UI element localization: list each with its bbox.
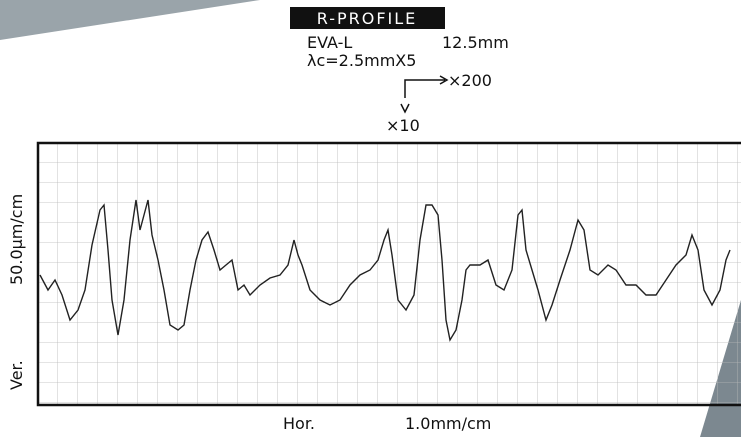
ver-magnification: ×10	[386, 116, 420, 135]
title: R-PROFILE	[317, 9, 418, 28]
chart-frame	[36, 141, 741, 407]
profile-trace	[39, 199, 731, 342]
magnification-arrows	[400, 75, 449, 114]
ver-scale: 50.0μm/cm	[7, 194, 26, 285]
title-box	[290, 7, 445, 29]
length: 12.5mm	[442, 33, 509, 52]
cutoff: λc=2.5mmX5	[307, 51, 416, 70]
model: EVA-L	[307, 33, 352, 52]
hor-scale: 1.0mm/cm	[405, 414, 491, 433]
hor-magnification: ×200	[448, 71, 492, 90]
ver-label: Ver.	[7, 360, 26, 390]
hor-label: Hor.	[283, 414, 315, 433]
corner-decoration	[0, 0, 260, 40]
